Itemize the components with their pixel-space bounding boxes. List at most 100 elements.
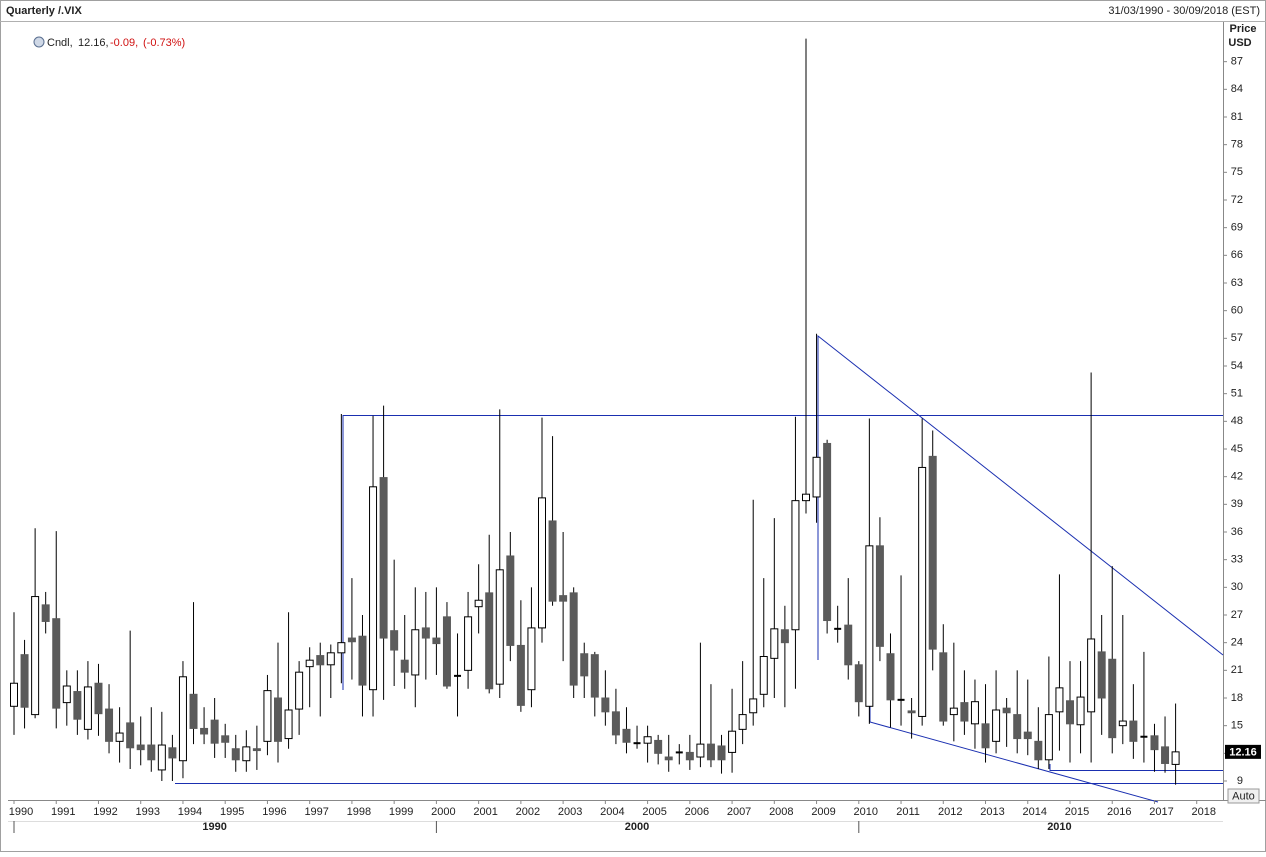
- last-value-box: [1225, 744, 1261, 759]
- candle-body: [1034, 740, 1043, 761]
- candle-body: [369, 486, 378, 691]
- decade-label: 1990: [202, 821, 226, 833]
- candle-body: [749, 698, 758, 714]
- x-tick-label: 2018: [1191, 806, 1215, 818]
- header-title: Quarterly /.VIX: [6, 5, 82, 17]
- candle-body: [284, 709, 293, 740]
- candle-body: [464, 616, 473, 671]
- candle-body: [20, 654, 29, 708]
- decade-label: 2000: [625, 821, 649, 833]
- candle-body: [823, 442, 832, 622]
- candle-body: [411, 629, 420, 676]
- y-tick-label: 69: [1231, 222, 1243, 234]
- candle-body: [94, 682, 103, 715]
- y-tick-label: 81: [1231, 111, 1243, 123]
- candles: [10, 38, 1180, 785]
- candle-body: [1023, 731, 1032, 740]
- x-tick-label: 1990: [9, 806, 33, 818]
- x-tick-label: 1997: [304, 806, 328, 818]
- candle-body: [1161, 746, 1170, 764]
- candle-body: [643, 736, 652, 744]
- y-tick-label: 84: [1231, 83, 1243, 95]
- y-tick-label: 45: [1231, 443, 1243, 455]
- auto-button[interactable]: [1227, 788, 1260, 804]
- auto-button-label[interactable]: Auto: [1232, 790, 1255, 802]
- candle-body: [791, 500, 800, 631]
- x-tick-label: 2004: [600, 806, 624, 818]
- candle-body: [759, 655, 768, 695]
- y-tick-label: 33: [1231, 554, 1243, 566]
- y-tick-label: 54: [1231, 360, 1243, 372]
- candle-body: [147, 744, 156, 761]
- candle-body: [622, 728, 631, 743]
- y-axis-label: Price: [1230, 23, 1257, 35]
- candle-body: [474, 599, 483, 608]
- candle-body: [157, 744, 166, 771]
- candle-body: [62, 685, 71, 704]
- candle-body: [1002, 707, 1011, 714]
- candle-body: [421, 627, 430, 639]
- candle-body: [685, 751, 694, 761]
- x-tick-label: 2014: [1023, 806, 1047, 818]
- x-tick-label: 1993: [135, 806, 159, 818]
- candle-body: [569, 592, 578, 686]
- candle-body: [1076, 696, 1085, 726]
- candle-body: [1013, 714, 1022, 740]
- x-tick-label: 1994: [178, 806, 202, 818]
- candle-body: [390, 630, 399, 651]
- candle-body: [865, 545, 874, 707]
- candle-body: [717, 745, 726, 761]
- candle-body: [295, 671, 304, 710]
- y-tick-label: 66: [1231, 249, 1243, 261]
- x-tick-label: 2015: [1065, 806, 1089, 818]
- x-tick-label: 2007: [727, 806, 751, 818]
- legend-name: Cndl,: [47, 37, 73, 49]
- candle-body: [812, 456, 821, 498]
- trend-line: [869, 700, 1159, 803]
- x-tick-label: 2005: [642, 806, 666, 818]
- y-tick-label: 27: [1231, 609, 1243, 621]
- candle-body: [136, 744, 145, 751]
- y-tick-label: 60: [1231, 305, 1243, 317]
- candle-body: [992, 709, 1001, 742]
- candle-body: [31, 596, 40, 716]
- candle-body: [1150, 735, 1159, 751]
- candle-body: [886, 653, 895, 701]
- candle-body: [1129, 720, 1138, 742]
- x-tick-label: 2012: [938, 806, 962, 818]
- candle-body: [907, 710, 916, 714]
- x-tick-label: 2011: [896, 806, 920, 818]
- candle-body: [316, 655, 325, 666]
- x-tick-label: 2001: [473, 806, 497, 818]
- x-tick-label: 2008: [769, 806, 793, 818]
- candle-body: [221, 735, 230, 743]
- candle-body: [10, 682, 18, 707]
- candle-body: [442, 616, 451, 687]
- candle-body: [400, 659, 409, 673]
- trend-line: [342, 415, 1223, 690]
- candle-body: [1087, 638, 1096, 713]
- x-tick-label: 2000: [431, 806, 455, 818]
- x-tick-label: 2016: [1107, 806, 1131, 818]
- y-tick-label: 57: [1231, 332, 1243, 344]
- candle-body: [52, 618, 61, 709]
- candle-body: [305, 659, 314, 668]
- legend-change-percent: (-0.73%): [143, 37, 185, 49]
- candle-body: [126, 722, 135, 749]
- header-range: 31/03/1990 - 30/09/2018 (EST): [1108, 5, 1260, 17]
- candle-body: [506, 555, 515, 646]
- x-tick-label: 2003: [558, 806, 582, 818]
- y-tick-label: 75: [1231, 166, 1243, 178]
- candle-body: [611, 711, 620, 736]
- y-tick-label: 9: [1237, 775, 1243, 787]
- candle-body: [654, 739, 663, 754]
- candle-body: [358, 635, 367, 686]
- last-value-label: 12.16: [1229, 746, 1257, 758]
- y-tick-label: 21: [1231, 664, 1243, 676]
- candle-body: [559, 595, 568, 602]
- candle-body: [252, 748, 261, 752]
- x-tick-label: 2010: [854, 806, 878, 818]
- x-tick-label: 1991: [51, 806, 75, 818]
